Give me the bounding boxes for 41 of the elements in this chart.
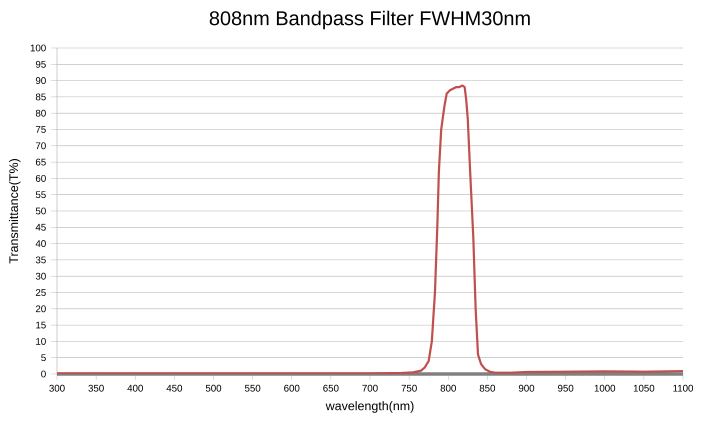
y-tick-label: 10 [36, 338, 46, 345]
x-axis-title: wavelength(nm) [326, 401, 414, 413]
x-tick-label: 850 [480, 384, 496, 392]
x-tick-label: 350 [88, 384, 104, 392]
y-tick-label: 75 [36, 126, 46, 133]
y-tick-label: 95 [36, 60, 46, 68]
y-tick-label: 50 [36, 208, 46, 214]
x-tick-label: 1050 [634, 384, 654, 392]
x-tick-label: 1100 [673, 384, 694, 392]
y-tick-label: 40 [36, 240, 46, 248]
y-tick-label: 25 [36, 289, 46, 296]
x-tick-label: 550 [244, 384, 260, 392]
y-tick-label: 55 [36, 191, 46, 198]
y-tick-label: 30 [36, 272, 46, 280]
x-tick-label: 500 [206, 384, 222, 392]
x-tick-label: 950 [558, 384, 574, 392]
y-tick-label: 85 [36, 93, 46, 100]
chart-title: 808nm Bandpass Filter FWHM30nm [210, 10, 530, 30]
x-tick-label: 750 [402, 384, 417, 392]
x-tick-label: 400 [127, 384, 143, 392]
y-tick-label: 15 [36, 322, 46, 328]
y-tick-label: 65 [36, 158, 46, 166]
y-tick-label: 70 [36, 142, 46, 150]
y-tick-label: 0 [41, 370, 46, 378]
x-tick-label: 800 [440, 384, 456, 392]
x-tick-label: 1000 [594, 384, 616, 392]
y-axis-title: Transmittance(T%) [8, 159, 21, 264]
x-tick-label: 450 [166, 384, 182, 392]
y-tick-label: 20 [36, 305, 46, 312]
x-tick-label: 650 [323, 384, 339, 392]
x-tick-label: 300 [49, 384, 65, 392]
y-tick-label: 80 [36, 110, 46, 117]
y-tick-label: 45 [36, 224, 46, 231]
y-tick-label: 60 [36, 174, 46, 182]
y-tick-label: 35 [36, 256, 46, 264]
y-tick-label: 90 [36, 77, 46, 84]
x-tick-label: 600 [284, 384, 300, 392]
x-tick-label: 900 [518, 384, 534, 392]
y-tick-label: 100 [30, 44, 46, 52]
y-tick-label: 5 [41, 354, 46, 362]
x-tick-label: 700 [362, 384, 378, 392]
